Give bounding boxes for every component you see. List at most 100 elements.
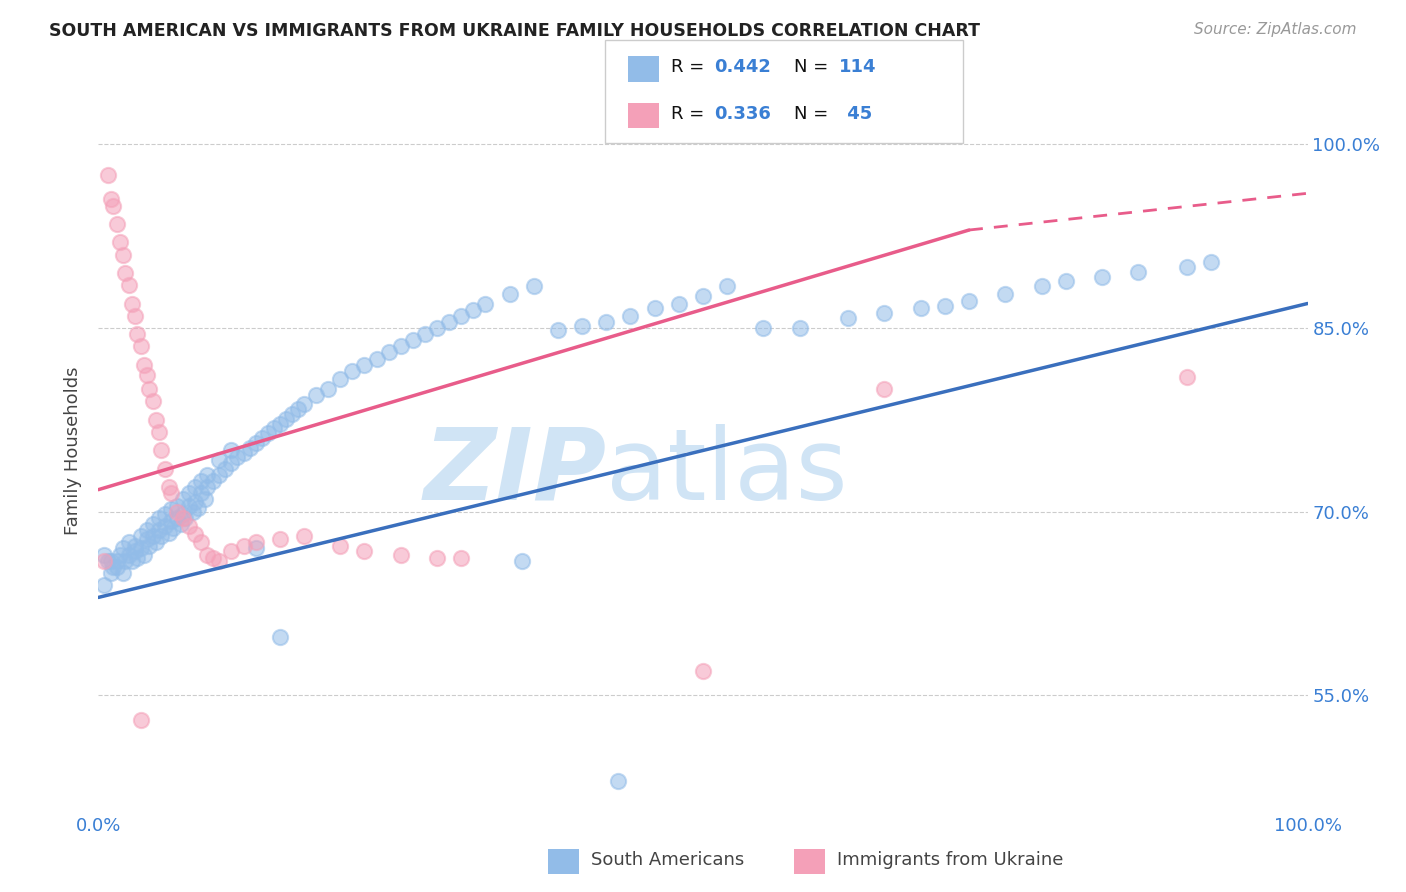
Point [190,535,212,549]
Point [93,578,115,592]
Point [129,541,152,556]
Point [135,368,157,382]
Point [269,532,291,546]
Point [316,382,339,396]
Point [108,548,131,562]
Point [114,554,136,568]
Point [124,544,146,558]
Point [153,507,176,521]
Point [145,535,167,549]
Point [153,519,176,533]
Text: N =: N = [794,105,834,123]
Point [202,551,225,566]
Point [292,397,315,411]
Point [129,339,152,353]
Point [135,523,157,537]
Point [111,541,134,556]
Point [329,539,352,553]
Point [124,309,146,323]
Point [413,327,436,342]
Point [118,535,141,549]
Point [162,520,184,534]
Point [121,554,143,568]
Point [595,315,617,329]
Point [153,462,176,476]
Point [692,664,714,678]
Point [644,301,666,316]
Point [184,495,207,509]
Point [498,286,520,301]
Point [426,551,449,566]
Point [100,193,122,207]
Point [389,339,412,353]
Point [208,453,231,467]
Point [523,279,546,293]
Point [329,372,352,386]
Point [138,539,160,553]
Text: N =: N = [794,58,834,76]
Point [142,529,165,543]
Point [214,462,236,476]
Point [450,309,472,323]
Point [105,559,128,574]
Point [97,168,120,182]
Text: ZIP: ZIP [423,424,606,521]
Point [263,421,285,435]
Point [93,554,115,568]
Point [402,333,425,347]
Point [353,358,375,372]
Point [105,217,128,231]
Point [221,456,243,470]
Point [187,501,209,516]
Point [148,425,170,439]
Point [190,474,212,488]
Point [160,515,183,529]
Point [437,315,460,329]
Point [142,394,165,409]
Text: R =: R = [671,58,710,76]
Point [157,525,180,540]
Point [134,358,156,372]
Point [305,388,328,402]
Point [463,302,485,317]
Y-axis label: Family Households: Family Households [65,367,83,534]
Point [837,311,859,326]
Point [245,436,267,450]
Text: Source: ZipAtlas.com: Source: ZipAtlas.com [1194,22,1357,37]
Point [752,321,775,335]
Point [716,279,738,293]
Point [100,554,122,568]
Point [148,523,170,537]
Point [166,511,188,525]
Point [873,382,896,396]
Point [181,505,204,519]
Point [1054,275,1077,289]
Point [353,544,375,558]
Point [274,411,297,425]
Point [426,321,449,335]
Point [366,351,388,366]
Text: 114: 114 [839,58,877,76]
Point [692,289,714,303]
Point [281,407,304,421]
Point [450,551,472,566]
Point [934,299,956,313]
Point [571,318,593,333]
Text: SOUTH AMERICAN VS IMMIGRANTS FROM UKRAINE FAMILY HOUSEHOLDS CORRELATION CHART: SOUTH AMERICAN VS IMMIGRANTS FROM UKRAIN… [49,22,980,40]
Point [114,266,136,280]
Point [226,450,249,464]
Point [129,529,152,543]
Point [174,511,197,525]
Point [389,548,412,562]
Point [208,554,231,568]
Point [105,554,128,568]
Point [232,446,254,460]
Text: 0.336: 0.336 [714,105,770,123]
Text: Immigrants from Ukraine: Immigrants from Ukraine [837,851,1063,869]
Point [179,486,201,500]
Point [129,713,152,727]
Point [169,516,191,531]
Point [1175,370,1198,384]
Point [100,566,122,580]
Point [179,519,201,533]
